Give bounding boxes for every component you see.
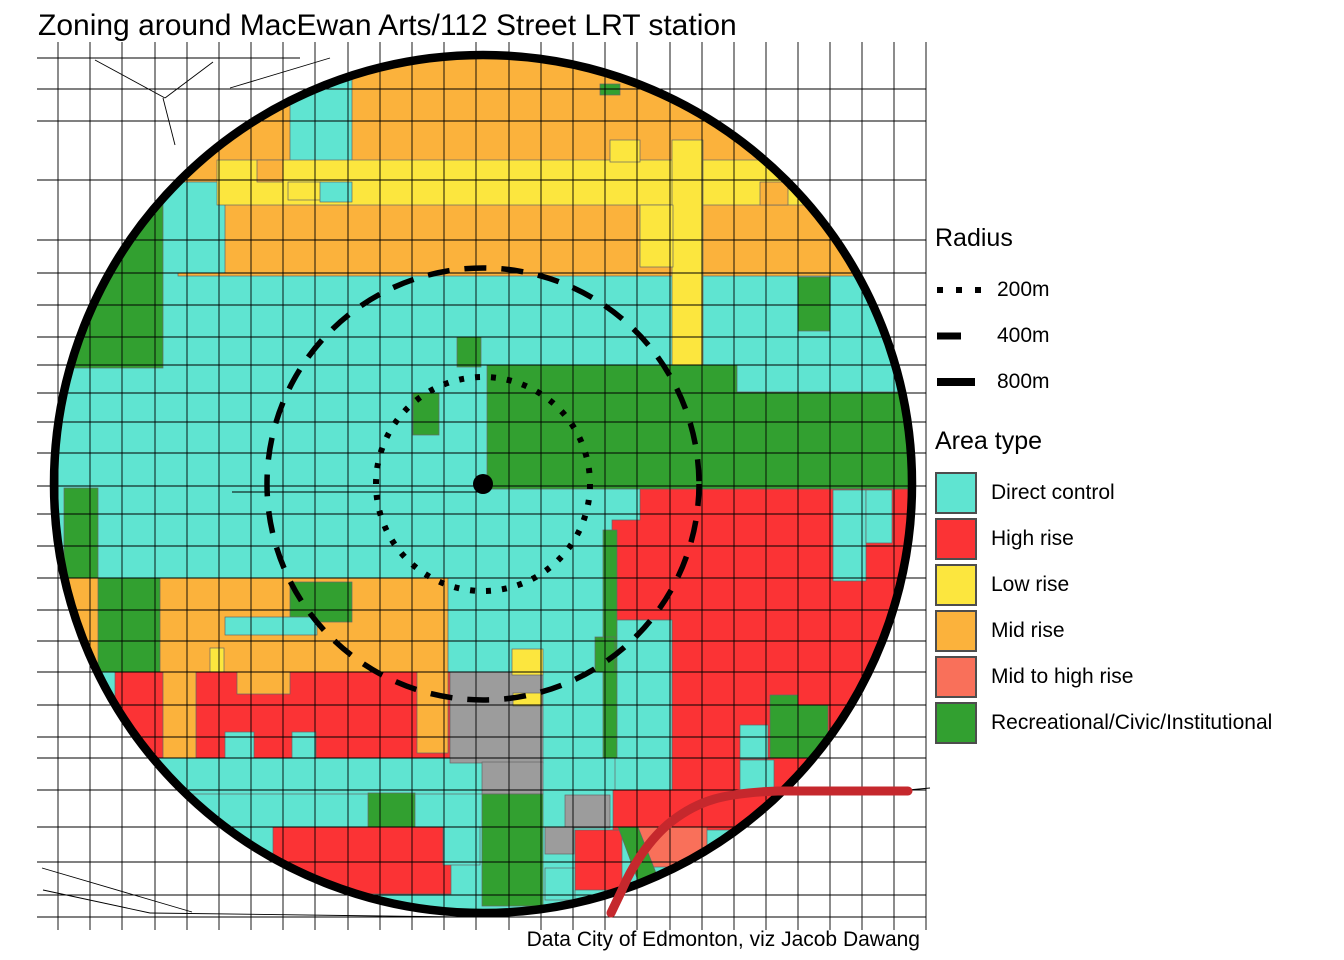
zone-lr — [671, 139, 704, 369]
zone-rc — [481, 793, 544, 907]
radius-200m-circle — [373, 374, 593, 594]
radius-label: 400m — [997, 324, 1050, 347]
legend-swatch-high-rise — [935, 518, 977, 560]
area-label: Direct control — [991, 481, 1115, 504]
zone-rc — [456, 336, 482, 368]
zone-dc — [739, 759, 775, 791]
legend-swatch-mid-to-high-rise — [935, 656, 977, 698]
dashed-line-icon — [937, 332, 981, 340]
zone-ot — [544, 826, 575, 855]
page-title: Zoning around MacEwan Arts/112 Street LR… — [38, 9, 737, 42]
zone-dc — [739, 724, 769, 760]
area-legend-item-high-rise: High rise — [935, 516, 1335, 562]
zone-lr — [511, 648, 544, 676]
area-label: Recreational/Civic/Institutional — [991, 711, 1273, 734]
dotted-line-icon — [937, 287, 981, 293]
zone-dc — [291, 731, 317, 759]
area-legend-item-recreational-civic-institutional: Recreational/Civic/Institutional — [935, 700, 1335, 746]
zone-hr — [574, 829, 623, 891]
area-legend-item-direct-control: Direct control — [935, 470, 1335, 516]
area-legend-item-mid-rise: Mid rise — [935, 608, 1335, 654]
radius-400m-circle — [264, 265, 702, 703]
radius-legend-title: Radius — [935, 224, 1013, 252]
area-legend-item-low-rise: Low rise — [935, 562, 1335, 608]
radius-legend-item-400m: 400m — [935, 313, 1335, 359]
zone-mr — [416, 671, 449, 754]
zone-rc — [797, 276, 831, 332]
radius-800m-circle — [49, 50, 917, 918]
legend-swatch-low-rise — [935, 564, 977, 606]
zone-dc — [442, 826, 481, 866]
area-label: Mid to high rise — [991, 665, 1134, 688]
zone-lr — [609, 139, 641, 163]
zone-dc — [319, 181, 353, 203]
zone-lr — [639, 204, 674, 268]
zone-dc — [865, 489, 893, 544]
zone-hr — [272, 826, 452, 895]
area-label: Low rise — [991, 573, 1070, 596]
area-label: High rise — [991, 527, 1074, 550]
legend-swatch-mid-rise — [935, 610, 977, 652]
station-marker — [473, 474, 493, 494]
legend-swatch-direct-control — [935, 472, 977, 514]
zone-dc — [161, 181, 226, 274]
zone-rc — [289, 581, 353, 623]
zone-mr — [256, 159, 284, 183]
area-type-legend-title: Area type — [935, 427, 1043, 455]
zone-dc — [832, 489, 867, 582]
zone-rc — [769, 694, 799, 759]
radius-label: 200m — [997, 278, 1050, 301]
zone-lr — [209, 647, 225, 674]
zone-ot — [481, 761, 544, 795]
zone-rc — [63, 487, 99, 579]
legend-swatch-recreational-civic-institutional — [935, 702, 977, 744]
zone-dc — [224, 616, 318, 636]
legend-panel: Radius 200m 400m 800m Area type Direct c… — [935, 224, 1335, 746]
major-road — [606, 786, 913, 918]
area-label: Mid rise — [991, 619, 1065, 642]
zone-rc — [599, 83, 621, 96]
zone-mr — [759, 181, 789, 206]
radius-legend-item-200m: 200m — [935, 267, 1335, 313]
street-grid — [37, 42, 931, 930]
zone-mr — [236, 671, 291, 695]
zone-hr — [236, 859, 275, 897]
zone-dc — [224, 731, 255, 759]
area-legend-item-mid-to-high-rise: Mid to high rise — [935, 654, 1335, 700]
radius-label: 800m — [997, 370, 1050, 393]
data-credit-caption: Data City of Edmonton, viz Jacob Dawang — [526, 928, 920, 951]
zone-dc — [62, 757, 484, 795]
zone-mr — [162, 671, 197, 759]
zone-ot — [449, 671, 544, 764]
radius-legend-item-800m: 800m — [935, 359, 1335, 405]
zone-rc — [97, 577, 161, 673]
solid-line-icon — [937, 378, 975, 386]
zone-lr — [287, 181, 322, 201]
zone-ot — [564, 794, 611, 829]
